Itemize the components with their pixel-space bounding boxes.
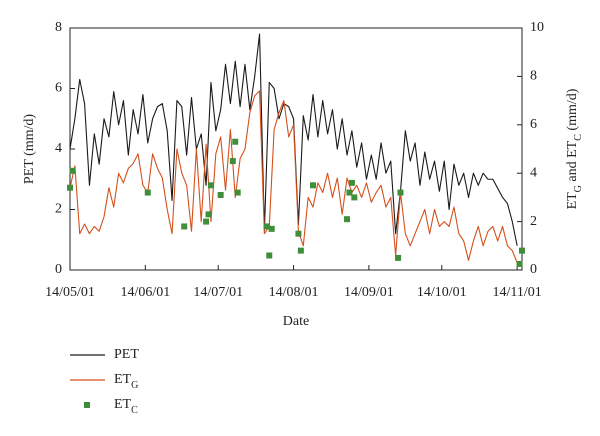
data-point [205,211,212,218]
y2-axis-label: ETG and ETC (mm/d) [565,88,584,209]
x-axis-label: Date [283,314,309,329]
data-point [519,247,525,254]
data-point [234,189,241,196]
series-line [69,90,518,263]
data-point [67,184,73,191]
data-point [232,138,239,145]
x-tick-label: 14/09/01 [344,285,394,300]
subscript: G [573,185,584,192]
data-point [268,225,275,232]
y-tick-label: 0 [55,262,62,277]
subscript: C [131,405,138,416]
y2-tick-label: 2 [530,214,537,229]
data-point [516,260,523,267]
x-tick-label: 14/11/01 [493,285,542,300]
x-tick-label: 14/07/01 [193,285,243,300]
series-line [69,33,518,246]
data-point [295,230,302,237]
x-tick-label: 14/06/01 [120,285,170,300]
data-point [266,252,273,259]
x-tick-label: 14/05/01 [45,285,95,300]
x-tick-label: 14/08/01 [269,285,319,300]
y2-tick-label: 4 [530,165,537,180]
data-point [207,182,214,189]
legend-label: PET [114,347,139,362]
data-point [203,218,210,225]
data-point [297,247,304,254]
data-point [263,223,270,230]
subscript: C [573,134,584,141]
legend-marker [84,402,90,408]
data-point [351,194,358,201]
text-part: (mm/d) [565,88,580,134]
data-point [310,182,317,189]
data-point [346,189,353,196]
y2-tick-label: 0 [530,262,537,277]
data-point [181,223,188,230]
y-tick-label: 2 [55,202,62,217]
data-point [229,158,236,165]
y2-tick-label: 8 [530,69,537,84]
y-axis-label: PET (mm/d) [22,114,37,184]
data-point [395,254,402,261]
text-part: ET [114,372,132,387]
y2-tick-label: 6 [530,117,537,132]
subscript: G [131,380,138,391]
data-point [217,191,224,198]
text-part: and ET [565,140,580,185]
data-point [144,189,151,196]
text-part: ET [114,397,132,412]
data-point [344,216,351,223]
y-tick-label: 6 [55,81,62,96]
text-part: ET [565,192,580,210]
legend-label: ETC [114,397,138,416]
data-point [397,189,404,196]
y-tick-label: 4 [55,141,62,156]
legend-label: ETG [114,372,138,391]
data-point [69,167,76,174]
x-tick-label: 14/10/01 [417,285,467,300]
y-tick-label: 8 [55,20,62,35]
data-point [348,179,355,186]
y2-tick-label: 10 [530,20,544,35]
